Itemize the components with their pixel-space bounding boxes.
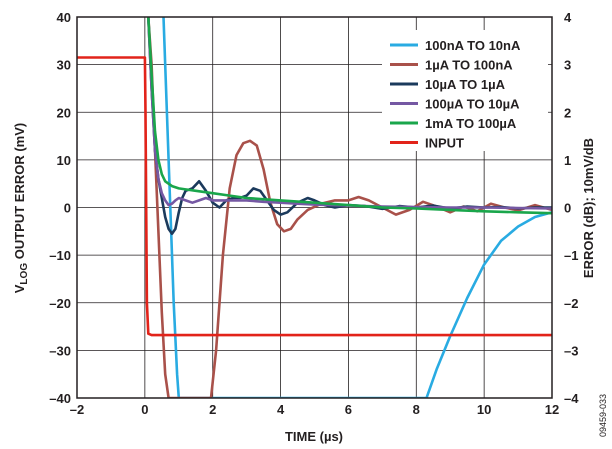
y2-tick-labels: –4 –3 –2 –1 0 1 2 3 4 <box>564 10 579 406</box>
x-tick-label: 2 <box>209 402 216 417</box>
x-axis-label: TIME (µs) <box>285 429 343 444</box>
series-line <box>77 56 552 337</box>
y-tick-label: –20 <box>49 296 71 311</box>
y2-tick-label: 4 <box>564 10 572 25</box>
legend-label: 1mA TO 100µA <box>425 116 517 131</box>
series-line <box>162 17 552 398</box>
y-axis-label-rest: OUTPUT ERROR (mV) <box>12 123 27 263</box>
y2-tick-label: –2 <box>564 296 578 311</box>
x-tick-label: –2 <box>70 402 84 417</box>
y-tick-label: –40 <box>49 391 71 406</box>
y-tick-label: 20 <box>57 105 71 120</box>
x-tick-labels: –2 0 2 4 6 8 10 12 <box>70 402 559 417</box>
y2-tick-label: 2 <box>564 105 571 120</box>
x-tick-label: 10 <box>477 402 491 417</box>
y-tick-labels: –40 –30 –20 –10 0 10 20 30 40 <box>49 10 71 406</box>
y2-tick-label: 0 <box>564 201 571 216</box>
y-axis-label-v: V <box>12 284 27 293</box>
y2-tick-label: –3 <box>564 343 578 358</box>
y-tick-label: 0 <box>64 201 71 216</box>
y-tick-label: 10 <box>57 153 71 168</box>
y2-tick-label: 3 <box>564 58 571 73</box>
x-tick-label: 12 <box>545 402 559 417</box>
x-tick-label: 6 <box>345 402 352 417</box>
y2-tick-label: –1 <box>564 248 578 263</box>
legend-label: 1µA TO 100nA <box>425 58 513 73</box>
series-line <box>147 17 552 215</box>
y-tick-label: –10 <box>49 248 71 263</box>
legend-background <box>382 30 548 151</box>
y2-axis-label: ERROR (dB); 10mV/dB <box>581 138 596 278</box>
legend-label: 100nA TO 10nA <box>425 38 521 53</box>
y-tick-label: –30 <box>49 343 71 358</box>
series-layer <box>77 17 552 398</box>
legend: 100nA TO 10nA 1µA TO 100nA 10µA TO 1µA 100µ… <box>382 30 548 151</box>
x-tick-label: 8 <box>413 402 420 417</box>
y-axis-label-subscript: LOG <box>19 263 30 285</box>
y2-tick-label: –4 <box>564 391 579 406</box>
legend-label: 100µA TO 10µA <box>425 97 520 112</box>
y-axis-label: VLOG OUTPUT ERROR (mV) <box>12 123 30 293</box>
y-tick-label: 30 <box>57 58 71 73</box>
figure-id: 09459-033 <box>598 394 608 437</box>
y2-tick-label: 1 <box>564 153 571 168</box>
plot-frame <box>76 16 553 399</box>
x-tick-label: 0 <box>141 402 148 417</box>
legend-label: INPUT <box>425 136 464 151</box>
y-tick-label: 40 <box>57 10 71 25</box>
legend-label: 10µA TO 1µA <box>425 77 506 92</box>
x-tick-label: 4 <box>277 402 285 417</box>
